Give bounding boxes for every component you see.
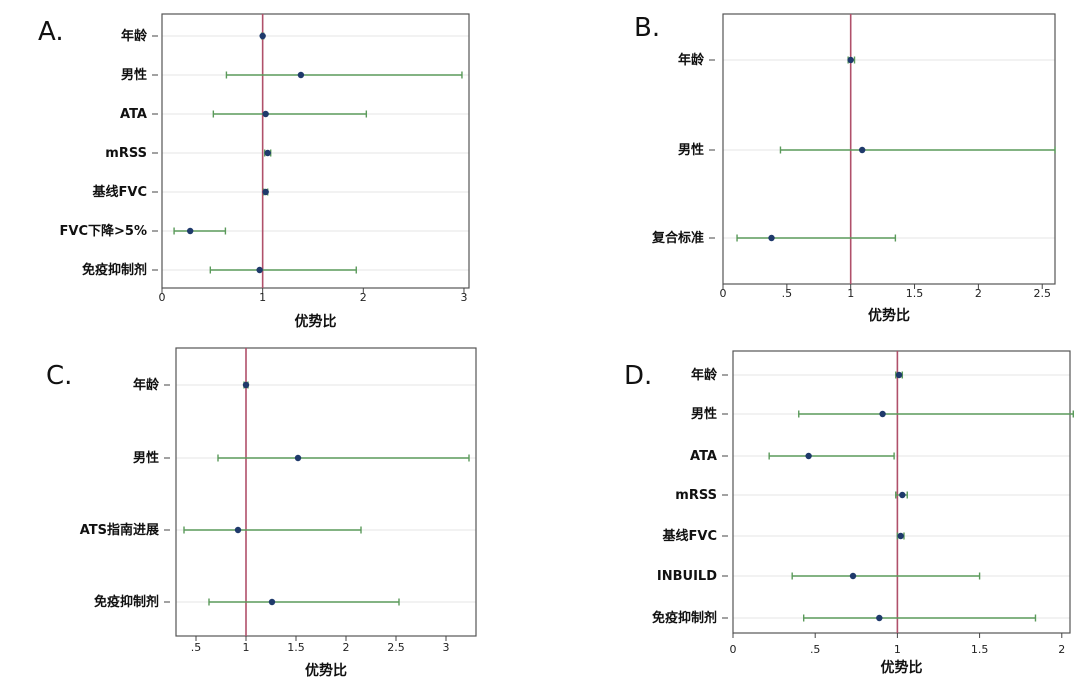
x-axis-title: 优势比 (305, 662, 347, 679)
row-label: 复合标准 (651, 230, 704, 246)
point-estimate (242, 381, 250, 389)
x-tick-label: 1.5 (971, 643, 989, 656)
x-tick-label: 1 (847, 287, 854, 300)
point-estimate (899, 491, 906, 499)
panel-letter: B. (634, 13, 660, 43)
point-estimate (256, 266, 263, 274)
x-tick-label: .5 (191, 641, 202, 654)
plot-frame (175, 347, 477, 637)
x-tick-label: 1 (259, 291, 266, 304)
point-estimate (847, 56, 854, 64)
plot-frame (161, 13, 470, 289)
x-tick-label: 1.5 (287, 641, 305, 654)
panel-letter: C. (46, 361, 72, 391)
row-label: 年龄 (121, 28, 148, 44)
point-estimate (858, 146, 866, 154)
point-estimate (268, 598, 276, 606)
point-estimate (897, 532, 904, 540)
panel-letter: D. (624, 361, 652, 391)
x-tick-label: 2 (360, 291, 367, 304)
x-tick-label: 0 (730, 643, 737, 656)
point-estimate (259, 32, 266, 40)
row-label: 基线FVC (92, 184, 147, 200)
row-label: 年龄 (691, 367, 718, 383)
row-label: 男性 (133, 450, 159, 466)
x-tick-label: 2 (343, 641, 350, 654)
row-label: 年龄 (678, 52, 705, 68)
x-tick-label: 3 (443, 641, 450, 654)
x-tick-label: 0 (159, 291, 166, 304)
row-label: 免疫抑制剂 (94, 594, 159, 610)
x-axis-title: 优势比 (295, 313, 337, 330)
point-estimate (895, 371, 903, 379)
point-estimate (262, 188, 269, 196)
row-label: ATS指南进展 (80, 522, 160, 538)
row-label: 年龄 (133, 377, 160, 393)
point-estimate (849, 572, 857, 580)
x-tick-label: 1.5 (906, 287, 924, 300)
point-estimate (805, 452, 812, 460)
row-label: INBUILD (657, 569, 717, 584)
row-label: 基线FVC (662, 528, 717, 544)
plot-frame (732, 350, 1071, 634)
point-estimate (262, 110, 269, 118)
row-label: 免疫抑制剂 (652, 610, 717, 626)
row-label: 男性 (121, 67, 147, 83)
point-estimate (294, 454, 302, 462)
point-estimate (264, 149, 271, 157)
plot-frame (722, 13, 1056, 285)
x-tick-label: 2.5 (387, 641, 405, 654)
point-estimate (186, 227, 194, 235)
x-tick-label: 2 (1058, 643, 1065, 656)
point-estimate (768, 234, 775, 242)
x-tick-label: .5 (810, 643, 821, 656)
point-estimate (234, 526, 242, 534)
panel-letter: A. (38, 17, 64, 47)
x-tick-label: .5 (782, 287, 793, 300)
point-estimate (297, 71, 305, 79)
x-tick-label: 3 (460, 291, 467, 304)
row-label: mRSS (675, 488, 717, 503)
row-label: ATA (120, 107, 147, 122)
point-estimate (879, 410, 886, 418)
row-label: mRSS (105, 146, 147, 161)
x-axis-title: 优势比 (881, 659, 923, 676)
x-tick-label: 0 (720, 287, 727, 300)
row-label: 免疫抑制剂 (82, 262, 147, 278)
row-label: ATA (690, 449, 717, 464)
row-label: 男性 (678, 142, 704, 158)
row-label: 男性 (691, 406, 717, 422)
x-tick-label: 2 (975, 287, 982, 300)
x-tick-label: 1 (243, 641, 250, 654)
x-tick-label: 1 (894, 643, 901, 656)
row-label: FVC下降>5% (60, 223, 147, 239)
x-tick-label: 2.5 (1033, 287, 1051, 300)
x-axis-title: 优势比 (868, 307, 910, 324)
point-estimate (876, 614, 883, 622)
